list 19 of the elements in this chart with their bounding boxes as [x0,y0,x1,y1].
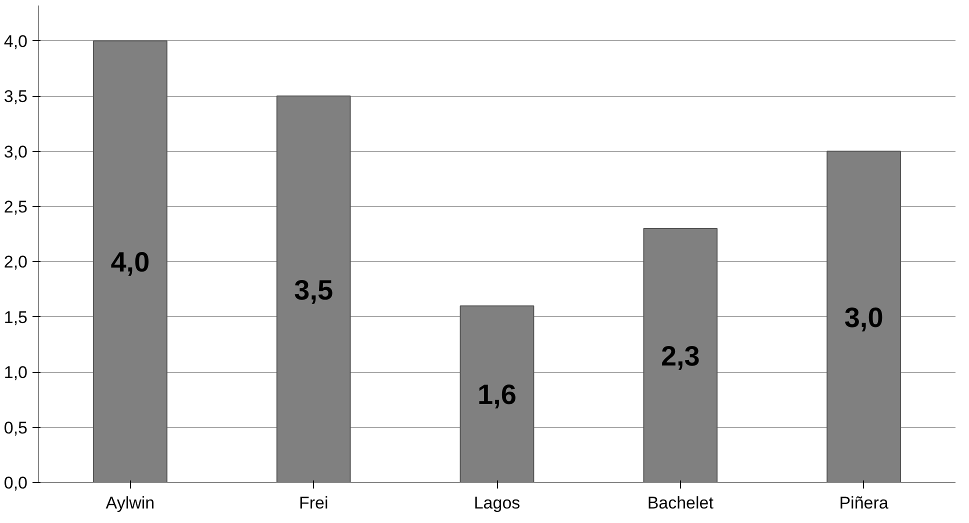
data-label: 3,5 [294,274,334,306]
x-tick-label: Frei [298,494,328,512]
data-label: 1,6 [478,379,516,410]
y-tick-label: 3,5 [4,87,28,106]
y-tick-label: 1,5 [4,308,28,327]
y-tick-label: 0,5 [4,418,28,438]
x-tick-label: Lagos [474,494,520,512]
y-tick-label: 3,0 [4,142,28,162]
x-tick-label: Aylwin [106,494,155,512]
y-tick-label: 2,5 [4,197,28,216]
data-label: 3,0 [844,302,884,333]
x-tick-label: Bachelet [647,494,714,512]
y-tick-label: 2,0 [4,252,28,272]
x-tick-label: Piñera [839,494,889,512]
data-label: 2,3 [660,340,700,372]
data-label: 4,0 [110,246,150,278]
y-tick-label: 1,0 [4,363,28,382]
y-tick-label: 4,0 [4,32,28,51]
y-tick-label: 0,0 [4,474,28,492]
